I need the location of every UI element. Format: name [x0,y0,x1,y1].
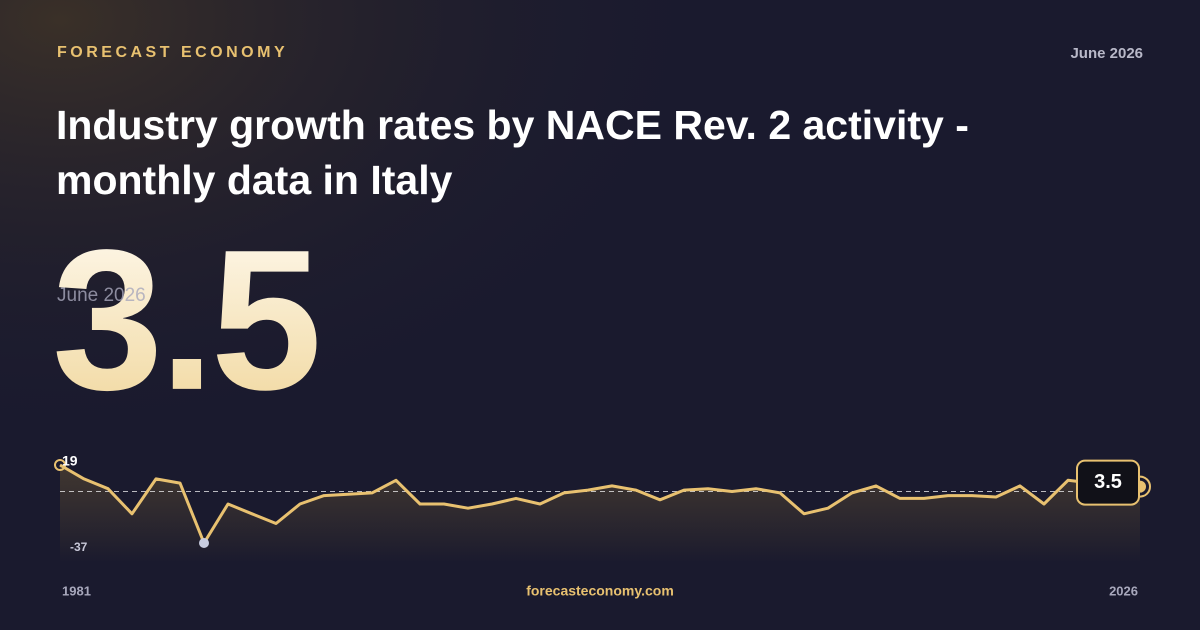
title-line: Industry growth rates by NACE Rev. 2 act… [56,102,969,148]
max-label: 19 [62,453,78,469]
last-label: 3.5 [1094,471,1122,493]
min-label: -37 [70,540,88,554]
end-year: 2026 [1109,583,1138,598]
line [59,463,1141,545]
start-year: 1981 [62,583,91,598]
min-point [199,538,209,548]
title: Industry growth rates by NACE Rev. 2 act… [56,102,980,203]
area [60,465,1140,563]
brand: FORECAST ECONOMY [57,44,288,61]
title-line: monthly data in Italy [56,157,453,203]
date: June 2026 [1070,45,1143,62]
headline-date: June 2026 [57,285,146,306]
last-label-box [1076,459,1140,506]
headline-value: 3.5 [52,209,318,432]
sparkline: 19 -37 3.5 [54,453,1151,563]
max-point [54,459,66,471]
site: forecasteconomy.com [526,583,674,599]
